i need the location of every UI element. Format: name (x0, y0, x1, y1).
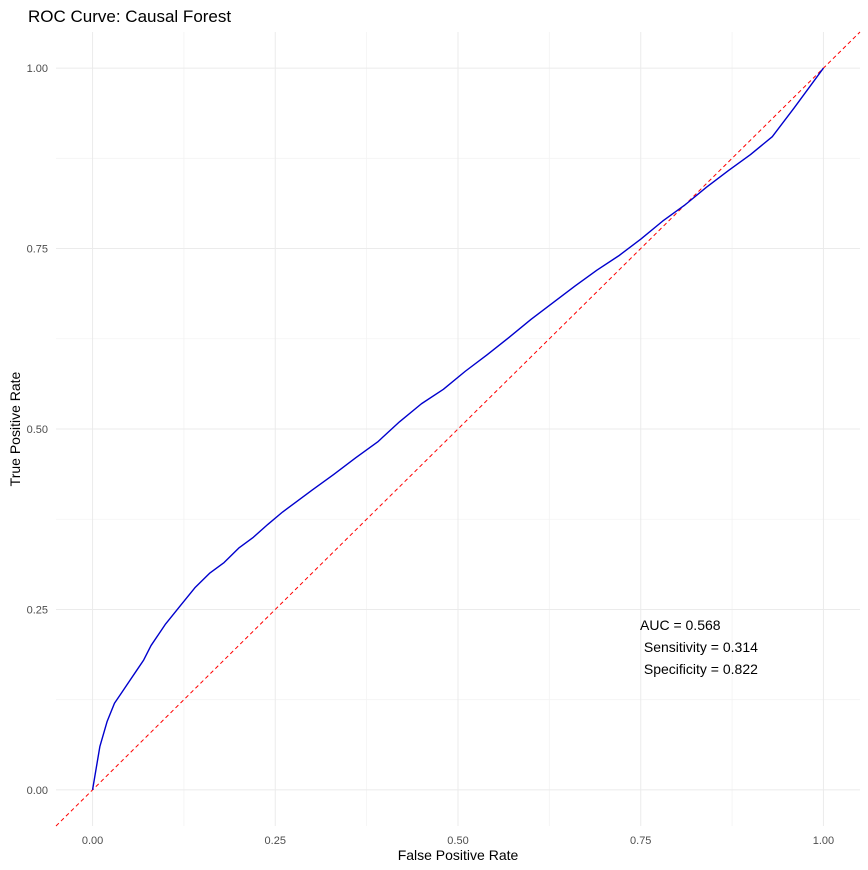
metrics-annotation: AUC = 0.568 Sensitivity = 0.314 Specific… (640, 617, 758, 677)
sensitivity-annotation: Sensitivity = 0.314 (640, 639, 758, 655)
chart-title: ROC Curve: Causal Forest (28, 7, 231, 26)
x-tick-label: 0.75 (630, 835, 651, 847)
x-tick-labels: 0.00 0.25 0.50 0.75 1.00 (82, 835, 834, 847)
y-tick-label: 0.50 (27, 424, 48, 436)
y-axis-label: True Positive Rate (7, 371, 23, 486)
y-tick-label: 0.00 (27, 785, 48, 797)
reference-diagonal-line (55, 31, 861, 827)
specificity-annotation: Specificity = 0.822 (640, 661, 758, 677)
x-tick-label: 0.50 (447, 835, 468, 847)
y-tick-labels: 0.00 0.25 0.50 0.75 1.00 (27, 63, 48, 797)
x-axis-label: False Positive Rate (398, 847, 519, 863)
auc-annotation: AUC = 0.568 (640, 617, 721, 633)
x-tick-label: 1.00 (813, 835, 834, 847)
x-tick-label: 0.00 (82, 835, 103, 847)
y-tick-label: 0.75 (27, 244, 48, 256)
roc-curve-line (91, 67, 825, 791)
x-tick-label: 0.25 (265, 835, 286, 847)
grid (56, 32, 860, 826)
y-tick-label: 0.25 (27, 604, 48, 616)
series-layer (55, 31, 861, 827)
y-tick-label: 1.00 (27, 63, 48, 75)
